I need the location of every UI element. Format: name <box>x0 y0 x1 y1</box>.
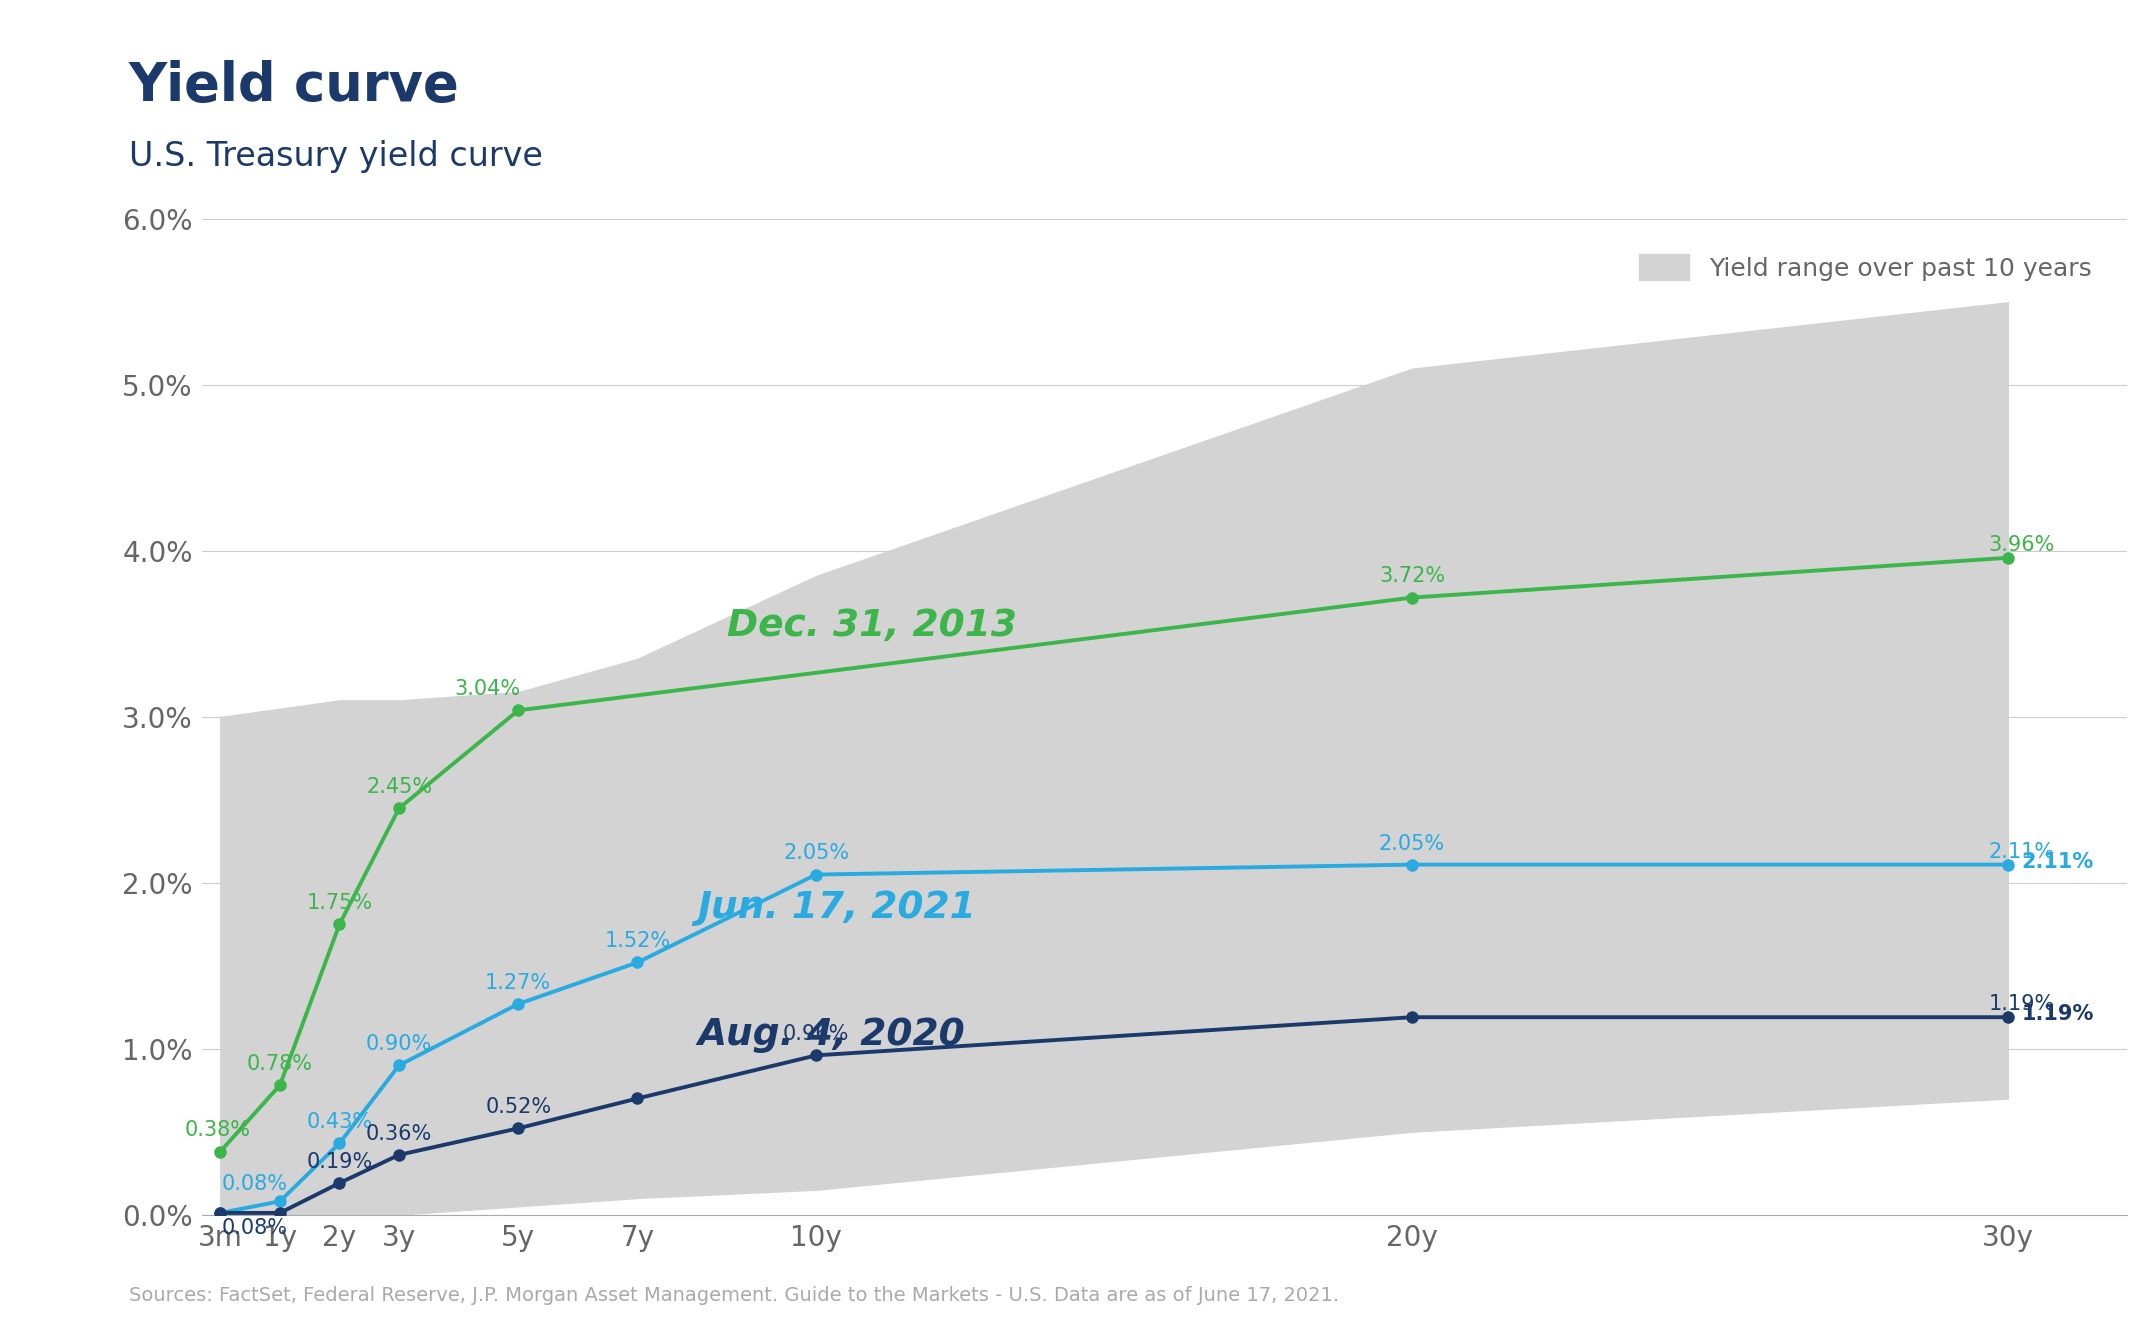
Text: 0.52%: 0.52% <box>486 1098 550 1117</box>
Text: 0.78%: 0.78% <box>246 1054 313 1074</box>
Text: 0.90%: 0.90% <box>366 1034 433 1054</box>
Text: 0.19%: 0.19% <box>306 1153 373 1173</box>
Text: Dec. 31, 2013: Dec. 31, 2013 <box>726 608 1017 644</box>
Text: 1.27%: 1.27% <box>486 972 550 992</box>
Text: Yield curve: Yield curve <box>129 60 458 112</box>
Text: 1.52%: 1.52% <box>604 931 670 951</box>
Text: 0.08%: 0.08% <box>223 1218 287 1238</box>
Text: 1.75%: 1.75% <box>306 894 373 914</box>
Text: Sources: FactSet, Federal Reserve, J.P. Morgan Asset Management. Guide to the Ma: Sources: FactSet, Federal Reserve, J.P. … <box>129 1286 1339 1305</box>
Text: 2.05%: 2.05% <box>1379 834 1446 854</box>
Text: 2.11%: 2.11% <box>2022 852 2095 872</box>
Text: 2.05%: 2.05% <box>784 843 848 863</box>
Text: 0.96%: 0.96% <box>784 1025 850 1045</box>
Text: 2.11%: 2.11% <box>1988 842 2054 862</box>
Legend: Yield range over past 10 years: Yield range over past 10 years <box>1630 244 2101 291</box>
Text: 1.19%: 1.19% <box>1988 994 2054 1014</box>
Text: 3.72%: 3.72% <box>1379 567 1446 587</box>
Text: 0.36%: 0.36% <box>366 1123 433 1143</box>
Text: 3.04%: 3.04% <box>454 679 521 699</box>
Text: 1.19%: 1.19% <box>2022 1005 2095 1025</box>
Text: 0.08%: 0.08% <box>223 1174 287 1194</box>
Text: 0.38%: 0.38% <box>184 1121 251 1141</box>
Text: Jun. 17, 2021: Jun. 17, 2021 <box>696 890 977 926</box>
Text: 0.43%: 0.43% <box>306 1113 373 1133</box>
Text: 2.45%: 2.45% <box>366 778 433 798</box>
Text: Aug. 4, 2020: Aug. 4, 2020 <box>696 1018 964 1054</box>
Text: U.S. Treasury yield curve: U.S. Treasury yield curve <box>129 140 542 173</box>
Text: 3.96%: 3.96% <box>1988 535 2054 555</box>
